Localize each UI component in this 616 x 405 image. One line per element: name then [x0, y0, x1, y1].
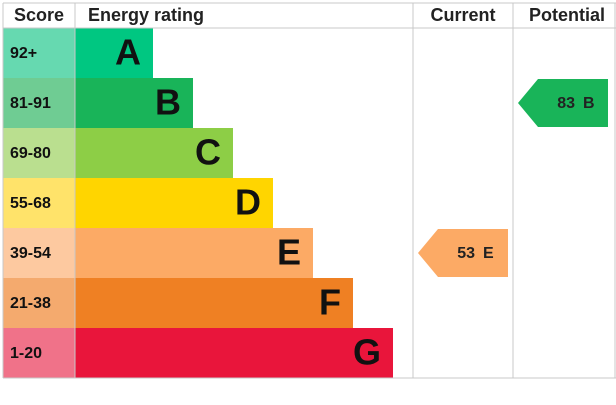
current-value: 53 — [457, 245, 475, 262]
current-letter: E — [483, 245, 494, 262]
score-cell — [3, 278, 75, 328]
score-label: 55-68 — [10, 195, 51, 212]
score-cell — [3, 128, 75, 178]
rating-bar — [75, 328, 393, 378]
score-label: 21-38 — [10, 295, 51, 312]
rating-bar — [75, 278, 353, 328]
score-cell — [3, 228, 75, 278]
current-arrow — [418, 229, 508, 277]
band-letter: C — [195, 132, 221, 173]
band-letter: D — [235, 182, 261, 223]
band-letter: A — [115, 32, 141, 73]
band-letter: E — [277, 232, 301, 273]
score-label: 39-54 — [10, 245, 51, 262]
rating-bar — [75, 128, 233, 178]
header-current: Current — [430, 5, 495, 25]
score-label: 69-80 — [10, 145, 51, 162]
score-cell — [3, 78, 75, 128]
rating-bar — [75, 28, 153, 78]
score-cell — [3, 328, 75, 378]
score-label: 81-91 — [10, 95, 51, 112]
band-letter: B — [155, 82, 181, 123]
score-label: 92+ — [10, 45, 37, 62]
potential-letter: B — [583, 95, 595, 112]
rating-bar — [75, 178, 273, 228]
header-potential: Potential — [529, 5, 605, 25]
score-cell — [3, 28, 75, 78]
potential-arrow — [518, 79, 608, 127]
rating-bar — [75, 228, 313, 278]
rating-bar — [75, 78, 193, 128]
potential-value: 83 — [557, 95, 575, 112]
score-label: 1-20 — [10, 345, 42, 362]
score-cell — [3, 178, 75, 228]
band-letter: G — [353, 332, 381, 373]
band-letter: F — [319, 282, 341, 323]
header-rating: Energy rating — [88, 5, 204, 25]
header-score: Score — [14, 5, 64, 25]
